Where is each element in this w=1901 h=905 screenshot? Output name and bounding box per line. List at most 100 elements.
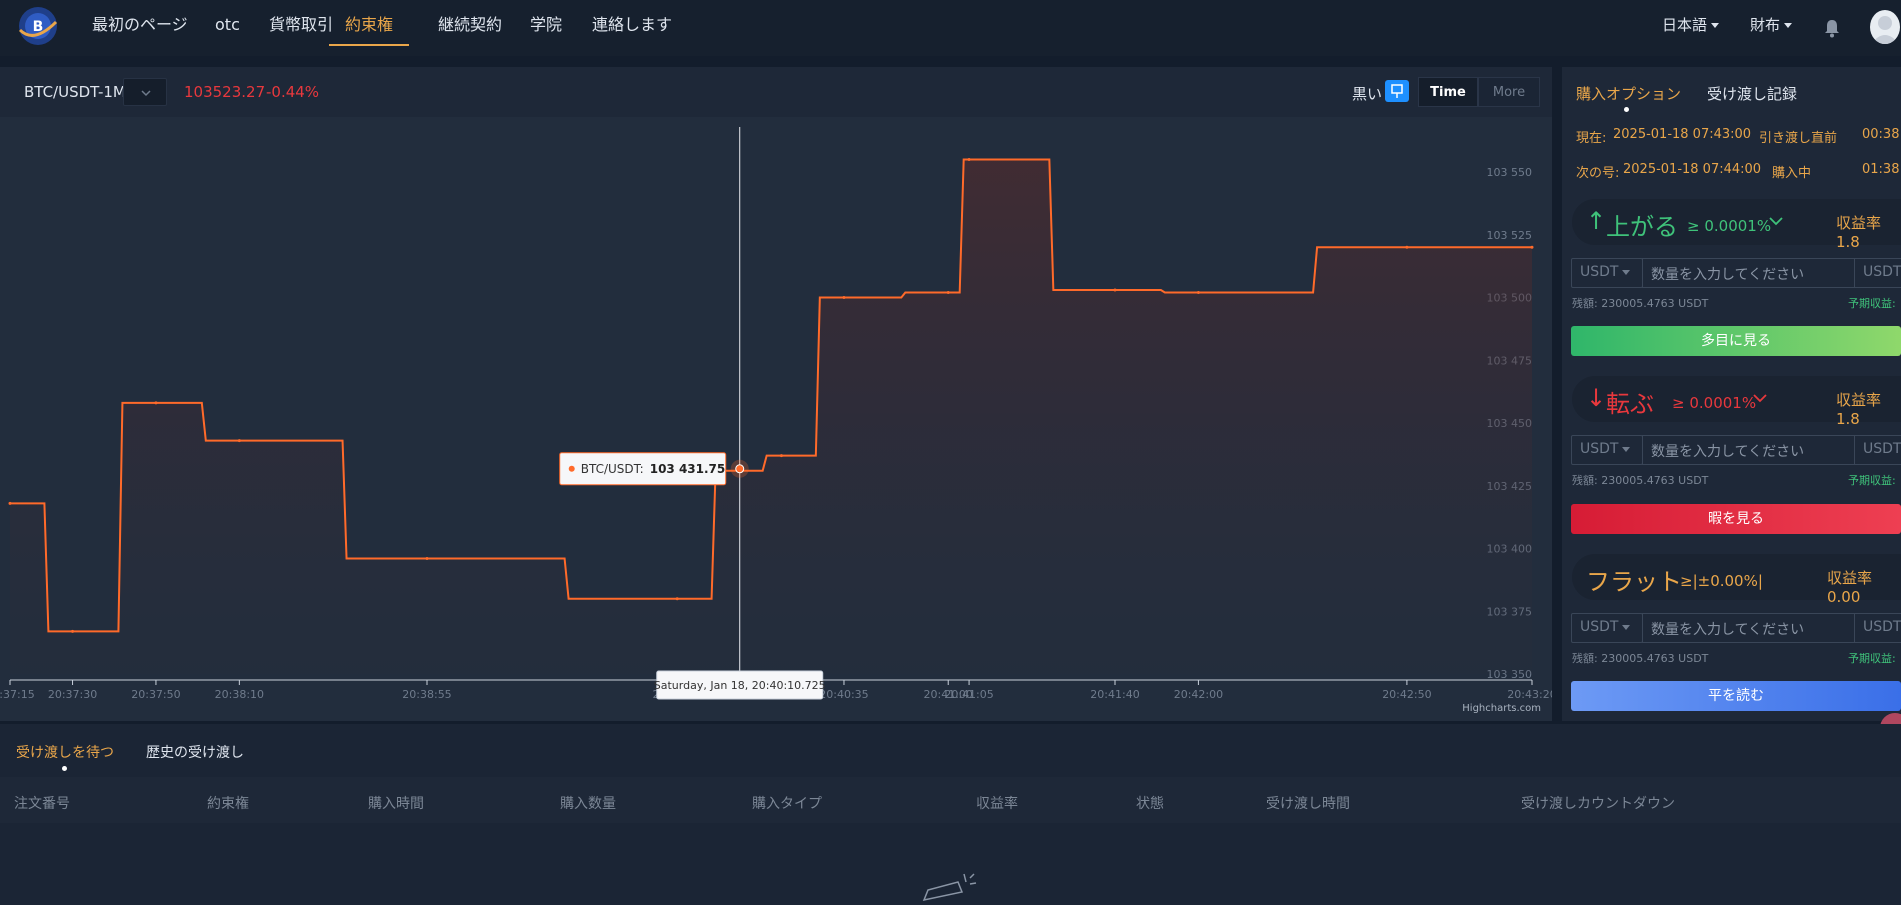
x-tick-label: 20:41:40 [1090, 688, 1139, 701]
tooltip-series-label: BTC/USDT: [581, 462, 644, 476]
current-period-label: 現在: [1576, 131, 1607, 146]
chevron-down-icon[interactable] [1768, 215, 1784, 227]
down-unit-label: USDT [1580, 441, 1619, 457]
flat-unit-label: USDT [1580, 619, 1619, 635]
down-arrow-icon: ↓ [1586, 384, 1607, 412]
down-amount-unit: USDT [1854, 435, 1901, 465]
chevron-down-icon[interactable] [1752, 392, 1768, 404]
nav-academy[interactable]: 学院 [530, 15, 563, 34]
data-point[interactable] [946, 290, 950, 294]
flat-amount-input[interactable]: 数量を入力してください [1642, 613, 1855, 643]
chart-credit[interactable]: Highcharts.com [1462, 703, 1541, 714]
data-point[interactable] [8, 501, 12, 505]
x-tick-label: 20:41:05 [944, 688, 993, 701]
language-dropdown[interactable]: 日本語 [1662, 14, 1720, 35]
up-direction-card[interactable]: ↑ 上がる ≥ 0.0001% 収益率 1.8 [1572, 199, 1901, 251]
data-point[interactable] [842, 296, 846, 299]
flat-yield-rate: 収益率 0.00 [1827, 569, 1873, 606]
x-tick-label: 20:38:55 [402, 688, 451, 701]
data-point[interactable] [1530, 245, 1534, 249]
nav-options[interactable]: 約束権 [329, 14, 410, 46]
down-direction-card[interactable]: ↓ 転ぶ ≥ 0.0001% 収益率 1.8 [1572, 376, 1901, 428]
next-period-countdown: 01:38 [1862, 162, 1900, 177]
col-buy-time: 購入時間 [368, 796, 424, 812]
up-arrow-icon: ↑ [1586, 207, 1607, 235]
more-button[interactable]: More [1478, 77, 1540, 107]
buy-flat-button[interactable]: 平を読む [1571, 681, 1901, 711]
data-point[interactable] [1196, 290, 1200, 294]
symbol-select[interactable] [123, 78, 167, 106]
up-unit-label: USDT [1580, 264, 1619, 280]
down-balance: 残額: 230005.4763 USDT [1572, 474, 1709, 487]
col-delivery-countdown: 受け渡しカウントダウン [1521, 796, 1675, 812]
pin-icon [1391, 84, 1403, 98]
nav-home[interactable]: 最初のページ [92, 15, 188, 34]
avatar[interactable] [1870, 10, 1900, 44]
tab-history-delivery[interactable]: 歴史の受け渡し [146, 745, 244, 761]
current-period-countdown: 00:38 [1862, 127, 1900, 142]
down-expected-profit: 予期収益: [1848, 474, 1896, 487]
tooltip-value: 103 431.75 [650, 462, 726, 476]
time-button[interactable]: Time [1418, 77, 1478, 107]
flat-unit-select[interactable]: USDT [1571, 613, 1643, 643]
down-amount-input[interactable]: 数量を入力してください [1642, 435, 1855, 465]
data-point[interactable] [154, 401, 158, 405]
nav-contact[interactable]: 連絡します [592, 15, 673, 34]
flat-title: フラット [1586, 568, 1682, 596]
data-point[interactable] [779, 454, 783, 458]
logo-icon[interactable]: B [16, 4, 60, 48]
symbol-label: BTC/USDT-1M [24, 83, 126, 101]
nav-perpetual[interactable]: 継続契約 [438, 15, 503, 34]
bell-icon[interactable] [1823, 18, 1841, 38]
x-tick-label: 20:37:50 [131, 688, 180, 701]
dark-mode-toggle[interactable] [1385, 80, 1409, 102]
nav-otc[interactable]: otc [215, 15, 240, 34]
flat-direction-card[interactable]: フラット ≥|±0.00%| 収益率 0.00 [1572, 554, 1901, 606]
data-point[interactable] [1113, 288, 1117, 292]
wallet-dropdown[interactable]: 財布 [1750, 14, 1793, 35]
up-yield-rate: 収益率 1.8 [1836, 214, 1882, 251]
nav-spot-trading[interactable]: 貨幣取引 [269, 15, 334, 34]
col-contract: 約束権 [207, 796, 249, 812]
flat-expected-profit: 予期収益: [1848, 652, 1896, 665]
down-title: 転ぶ [1606, 390, 1654, 418]
flat-threshold: ≥|±0.00%| [1680, 572, 1763, 590]
chevron-down-icon [1711, 23, 1720, 28]
down-yield-rate: 収益率 1.8 [1836, 391, 1882, 428]
top-nav: B 最初のページ otc 貨幣取引 約束権 継続契約 学院 連絡します 日本語 … [0, 0, 1901, 56]
data-point[interactable] [237, 439, 241, 443]
down-unit-select[interactable]: USDT [1571, 435, 1643, 465]
up-threshold: ≥ 0.0001% [1687, 217, 1772, 235]
up-amount-input[interactable]: 数量を入力してください [1642, 258, 1855, 288]
tab-pending-delivery[interactable]: 受け渡しを待つ [16, 745, 114, 761]
data-point[interactable] [425, 557, 429, 561]
down-threshold: ≥ 0.0001% [1672, 394, 1757, 412]
data-point[interactable] [675, 597, 679, 601]
next-period-status: 購入中 [1772, 166, 1812, 181]
x-tick-label: 20:40:35 [819, 688, 868, 701]
x-tick-label: 20:37:15 [0, 688, 35, 701]
up-title: 上がる [1606, 213, 1678, 241]
hover-marker[interactable] [735, 464, 745, 474]
up-unit-select[interactable]: USDT [1571, 258, 1643, 288]
data-point[interactable] [71, 629, 75, 633]
data-point[interactable] [1405, 245, 1409, 249]
tab-delivery-records[interactable]: 受け渡し記録 [1707, 85, 1798, 103]
empty-state-icon [922, 873, 977, 902]
flat-amount-unit: USDT [1854, 613, 1901, 643]
chart-header: BTC/USDT-1M 103523.27 -0.44% 黒い Time Mor… [0, 67, 1552, 117]
current-period-status: 引き渡し直前 [1759, 131, 1838, 146]
next-period-time: 2025-01-18 07:44:00 [1623, 162, 1762, 177]
x-tick-label: 20:43:20 [1507, 688, 1552, 701]
data-point[interactable] [967, 157, 971, 161]
buy-down-button[interactable]: 暇を見る [1571, 504, 1901, 534]
col-buy-amount: 購入数量 [560, 796, 616, 812]
x-tick-label: 20:38:10 [215, 688, 264, 701]
active-tab-dot [1624, 107, 1629, 112]
buy-up-button[interactable]: 多目に見る [1571, 326, 1901, 356]
tab-buy-options[interactable]: 購入オプション [1576, 85, 1682, 103]
y-tick-label: 103 525 [1487, 229, 1533, 242]
user-icon [1871, 16, 1899, 44]
